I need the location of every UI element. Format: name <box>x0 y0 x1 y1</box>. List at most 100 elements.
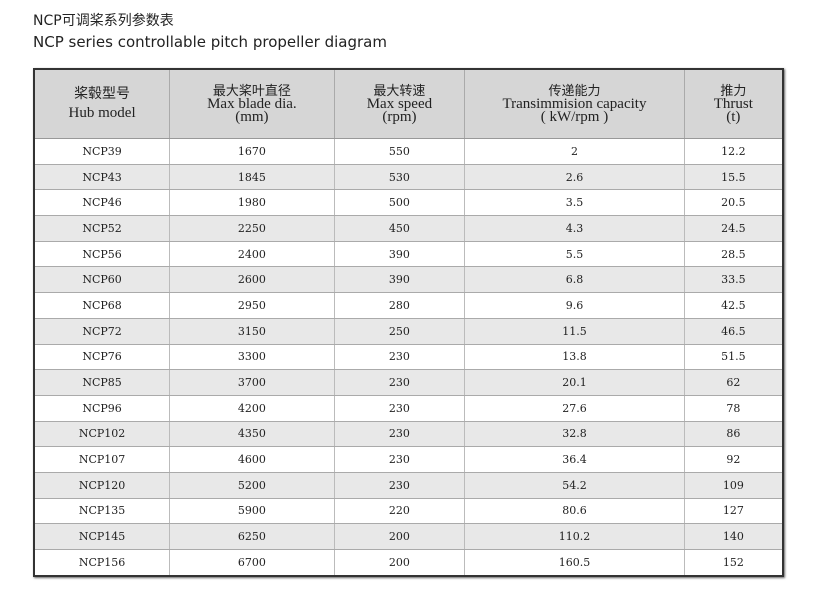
header-cn: 最大桨叶直径 <box>212 83 291 99</box>
table-cell: 78 <box>684 395 783 422</box>
table-row: NCP102 4350 230 32.8 86 <box>34 421 783 448</box>
table-cell: 550 <box>334 138 466 165</box>
table-cell: 32.8 <box>464 421 685 448</box>
table-row: NCP145 6250 200 110.2 140 <box>34 523 783 550</box>
column-header: 桨毂型号 Hub model <box>34 69 171 139</box>
header-en: Max speed <box>366 95 433 112</box>
column-header: 最大桨叶直径 Max blade dia. (mm) <box>169 69 335 139</box>
table-cell: 1845 <box>169 164 335 191</box>
table-cell: NCP43 <box>34 164 171 191</box>
table-cell: NCP56 <box>34 241 171 268</box>
table-cell: 5.5 <box>464 241 685 268</box>
table-row: NCP39 1670 550 2 12.2 <box>34 138 783 165</box>
table-row: NCP107 4600 230 36.4 92 <box>34 446 783 473</box>
table-cell: NCP60 <box>34 266 171 294</box>
table-cell: 200 <box>334 549 466 577</box>
table-cell: 12.2 <box>684 138 783 165</box>
table-cell: NCP145 <box>34 523 171 550</box>
table-cell: 36.4 <box>464 446 685 473</box>
table-cell: 200 <box>334 523 466 550</box>
table-cell: 2.6 <box>464 164 685 191</box>
table-cell: 280 <box>334 292 466 319</box>
table-cell: NCP85 <box>34 369 171 396</box>
table-cell: 24.5 <box>684 215 783 242</box>
header-unit: ( kW/rpm ) <box>540 108 609 125</box>
table-row: NCP85 3700 230 20.1 62 <box>34 369 783 396</box>
table-cell: 4200 <box>169 395 335 422</box>
table-cell: 152 <box>684 549 783 577</box>
table-cell: 2250 <box>169 215 335 242</box>
column-header: 最大转速 Max speed (rpm) <box>334 69 466 139</box>
table-cell: NCP39 <box>34 138 171 165</box>
table-cell: 4.3 <box>464 215 685 242</box>
table-cell: 11.5 <box>464 318 685 345</box>
title-english: NCP series controllable pitch propeller … <box>33 33 387 51</box>
header-en: Max blade dia. <box>207 95 297 112</box>
header-cn: 最大转速 <box>373 83 426 99</box>
table-cell: 46.5 <box>684 318 783 345</box>
table-row: NCP76 3300 230 13.8 51.5 <box>34 344 783 371</box>
table-cell: 4350 <box>169 421 335 448</box>
table-cell: 4600 <box>169 446 335 473</box>
table-cell: 500 <box>334 189 466 217</box>
table-cell: 2400 <box>169 241 335 268</box>
table-row: NCP96 4200 230 27.6 78 <box>34 395 783 422</box>
table-row: NCP56 2400 390 5.5 28.5 <box>34 241 783 268</box>
table-cell: 1980 <box>169 189 335 217</box>
table-row: NCP60 2600 390 6.8 33.5 <box>34 266 783 294</box>
table-row: NCP52 2250 450 4.3 24.5 <box>34 215 783 242</box>
table-cell: 5900 <box>169 498 335 525</box>
column-header: 传递能力 Transimmision capacity( kW/rpm ) <box>464 69 685 139</box>
table-cell: 220 <box>334 498 466 525</box>
table-cell: 390 <box>334 241 466 268</box>
table-row: NCP46 1980 500 3.5 20.5 <box>34 189 783 217</box>
table-cell: 6.8 <box>464 266 685 294</box>
table-cell: 86 <box>684 421 783 448</box>
table-cell: 3150 <box>169 318 335 345</box>
table-cell: 230 <box>334 369 466 396</box>
table-cell: NCP107 <box>34 446 171 473</box>
table-cell: NCP76 <box>34 344 171 371</box>
table-cell: NCP120 <box>34 472 171 499</box>
table-cell: 62 <box>684 369 783 396</box>
title-chinese: NCP可调桨系列参数表 <box>33 13 174 29</box>
table-cell: 2950 <box>169 292 335 319</box>
table-cell: 140 <box>684 523 783 550</box>
table-cell: 109 <box>684 472 783 499</box>
table-row: NCP72 3150 250 11.5 46.5 <box>34 318 783 345</box>
table-cell: 230 <box>334 395 466 422</box>
table-cell: 250 <box>334 318 466 345</box>
table-cell: 230 <box>334 344 466 371</box>
table-cell: NCP135 <box>34 498 171 525</box>
table-cell: NCP46 <box>34 189 171 217</box>
table-cell: 28.5 <box>684 241 783 268</box>
table-cell: 15.5 <box>684 164 783 191</box>
table-cell: 3.5 <box>464 189 685 217</box>
table-cell: 80.6 <box>464 498 685 525</box>
table-cell: NCP72 <box>34 318 171 345</box>
table-row: NCP68 2950 280 9.6 42.5 <box>34 292 783 319</box>
table-cell: 51.5 <box>684 344 783 371</box>
table-cell: 110.2 <box>464 523 685 550</box>
header-en: Hub model <box>68 105 136 121</box>
table-cell: 230 <box>334 472 466 499</box>
table-cell: 54.2 <box>464 472 685 499</box>
table-cell: 42.5 <box>684 292 783 319</box>
header-cn: 推力 <box>720 83 747 99</box>
table-cell: 20.1 <box>464 369 685 396</box>
table-cell: 9.6 <box>464 292 685 319</box>
table-cell: NCP52 <box>34 215 171 242</box>
table-cell: 160.5 <box>464 549 685 577</box>
table-cell: 1670 <box>169 138 335 165</box>
table-cell: 13.8 <box>464 344 685 371</box>
table-cell: 5200 <box>169 472 335 499</box>
header-en: Thrust <box>713 95 753 112</box>
table-cell: 530 <box>334 164 466 191</box>
header-unit: (mm) <box>235 108 269 125</box>
column-header: 推力 Thrust (t) <box>684 69 783 139</box>
table-cell: 3300 <box>169 344 335 371</box>
table-cell: 92 <box>684 446 783 473</box>
table-cell: 2600 <box>169 266 335 294</box>
table-cell: 390 <box>334 266 466 294</box>
table-cell: 450 <box>334 215 466 242</box>
